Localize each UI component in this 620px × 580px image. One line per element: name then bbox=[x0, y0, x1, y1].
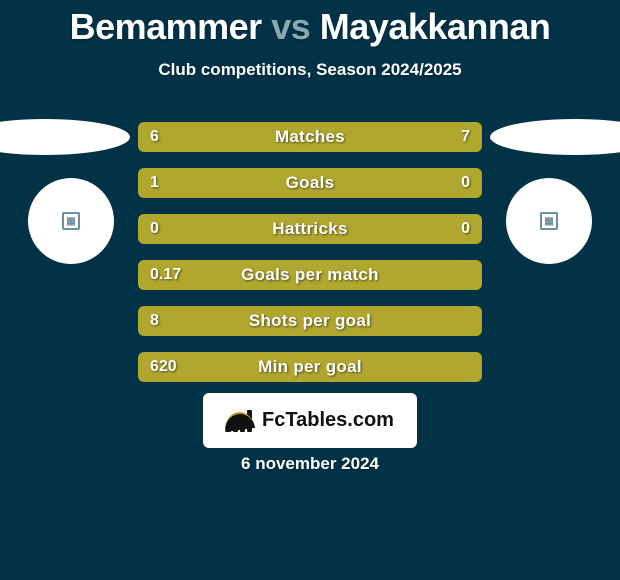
team-badge-left: ▦ bbox=[28, 178, 114, 264]
stat-row: 67Matches bbox=[138, 122, 482, 152]
stat-row: 620Min per goal bbox=[138, 352, 482, 382]
stat-label: Hattricks bbox=[138, 214, 482, 244]
stat-label: Shots per goal bbox=[138, 306, 482, 336]
logo-text: FcTables.com bbox=[262, 409, 394, 432]
logo-bars-icon bbox=[226, 410, 254, 432]
decor-ellipse-left bbox=[0, 119, 130, 155]
stat-label: Goals bbox=[138, 168, 482, 198]
stat-row: 10Goals bbox=[138, 168, 482, 198]
fctables-logo[interactable]: FcTables.com bbox=[203, 393, 417, 448]
placeholder-icon: ▦ bbox=[540, 212, 558, 230]
stat-label: Goals per match bbox=[138, 260, 482, 290]
player-right-name: Mayakkannan bbox=[320, 6, 551, 47]
page-title: Bemammer vs Mayakkannan bbox=[0, 0, 620, 48]
decor-ellipse-right bbox=[490, 119, 620, 155]
subtitle: Club competitions, Season 2024/2025 bbox=[0, 60, 620, 80]
vs-separator: vs bbox=[271, 6, 310, 47]
stat-label: Min per goal bbox=[138, 352, 482, 382]
stat-row: 8Shots per goal bbox=[138, 306, 482, 336]
placeholder-icon: ▦ bbox=[62, 212, 80, 230]
footer-date: 6 november 2024 bbox=[0, 454, 620, 474]
stat-label: Matches bbox=[138, 122, 482, 152]
player-left-name: Bemammer bbox=[70, 6, 262, 47]
stat-row: 00Hattricks bbox=[138, 214, 482, 244]
stats-container: 67Matches 10Goals 00Hattricks 0.17Goals per… bbox=[138, 122, 482, 398]
team-badge-right: ▦ bbox=[506, 178, 592, 264]
stat-row: 0.17Goals per match bbox=[138, 260, 482, 290]
